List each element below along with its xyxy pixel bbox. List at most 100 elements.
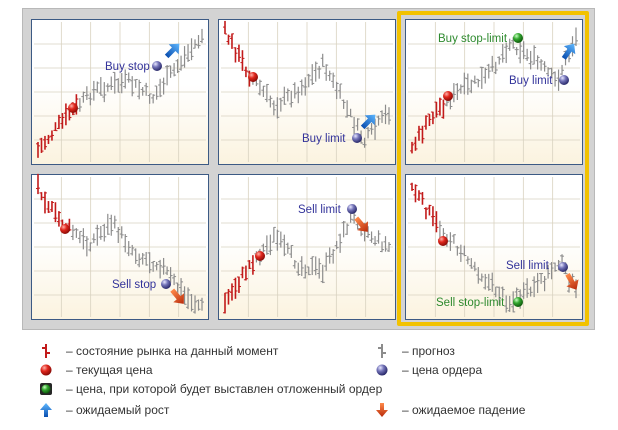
legend-item-forecast: – прогноз bbox=[374, 342, 455, 360]
forecast-bar bbox=[490, 55, 495, 72]
forecast-bar bbox=[77, 230, 82, 244]
forecast-bar bbox=[313, 61, 318, 82]
forecast-bar bbox=[182, 46, 187, 68]
forecast-bar bbox=[98, 77, 103, 96]
order-label: Sell limit bbox=[506, 260, 550, 272]
history-bar-icon bbox=[38, 343, 54, 359]
trigger-label: Buy stop-limit bbox=[438, 33, 508, 45]
trigger-price-icon bbox=[38, 381, 54, 397]
buy-stop-limit-chart: Buy stop-limit Buy limit bbox=[408, 22, 580, 162]
forecast-bar bbox=[91, 80, 96, 101]
legend-item-rise: – ожидаемый рост bbox=[38, 401, 169, 419]
history-bar bbox=[42, 135, 47, 150]
sell-limit-chart: Sell limit bbox=[221, 177, 393, 317]
history-bar bbox=[60, 113, 65, 129]
forecast-bar bbox=[380, 241, 385, 253]
forecast-bar bbox=[535, 55, 540, 70]
forecast-bar bbox=[320, 53, 325, 67]
history-bar bbox=[46, 134, 51, 144]
forecast-bar bbox=[479, 66, 484, 89]
forecast-bar bbox=[310, 256, 315, 276]
forecast-bar bbox=[84, 236, 89, 257]
forecast-bar bbox=[532, 276, 537, 298]
forecast-bar bbox=[539, 273, 544, 284]
chart-grid bbox=[221, 177, 393, 317]
history-bar bbox=[56, 114, 61, 130]
forecast-bar bbox=[161, 77, 166, 95]
forecast-bar bbox=[268, 95, 273, 108]
forecast-bar bbox=[479, 273, 484, 282]
current-price-icon bbox=[38, 362, 54, 378]
order-label: Buy stop bbox=[105, 61, 150, 73]
forecast-bar bbox=[469, 258, 474, 269]
forecast-bar bbox=[542, 61, 547, 72]
forecast-bar bbox=[193, 39, 198, 49]
forecast-bar bbox=[123, 234, 128, 253]
history-bar bbox=[36, 173, 40, 195]
history-bar bbox=[243, 265, 248, 281]
history-bar bbox=[53, 202, 58, 223]
forecast-bar bbox=[549, 262, 554, 280]
fall-arrow-icon bbox=[170, 288, 185, 304]
forecast-bar bbox=[366, 226, 371, 238]
history-bar bbox=[229, 33, 234, 49]
forecast-bar bbox=[175, 59, 180, 74]
history-bar bbox=[46, 201, 51, 213]
history-bar bbox=[410, 182, 414, 191]
forecast-bar bbox=[126, 241, 131, 257]
forecast-bar bbox=[338, 233, 343, 253]
history-bar bbox=[410, 141, 414, 154]
current-price-marker bbox=[443, 91, 453, 101]
forecast-bar bbox=[345, 100, 350, 118]
forecast-bar bbox=[189, 294, 194, 312]
forecast-bar bbox=[130, 244, 135, 256]
forecast-bar bbox=[549, 67, 554, 78]
forecast-bar bbox=[172, 273, 177, 286]
forecast-bar bbox=[507, 38, 512, 51]
history-bar bbox=[250, 255, 255, 275]
forecast-bar bbox=[189, 38, 194, 61]
forecast-bar bbox=[268, 234, 273, 256]
forecast-bar bbox=[355, 118, 360, 131]
order-price-marker bbox=[152, 61, 162, 71]
forecast-bar bbox=[369, 231, 374, 243]
order-price-marker bbox=[161, 279, 171, 289]
order-price-marker bbox=[352, 133, 362, 143]
fall-arrow-icon bbox=[565, 272, 579, 290]
forecast-bar bbox=[303, 264, 308, 279]
price-bars bbox=[36, 173, 204, 314]
forecast-bar bbox=[88, 242, 93, 252]
price-bars bbox=[223, 204, 391, 314]
forecast-bar bbox=[376, 115, 381, 126]
forecast-bar bbox=[486, 273, 491, 291]
forecast-bar bbox=[275, 229, 280, 251]
forecast-bar bbox=[91, 233, 96, 244]
legend-item-trigger-price: – цена, при которой будет выставлен отло… bbox=[38, 380, 382, 398]
forecast-bar bbox=[95, 81, 100, 93]
forecast-bar bbox=[362, 137, 367, 148]
history-bar bbox=[229, 283, 234, 301]
forecast-bar bbox=[154, 85, 159, 100]
panel-sell-stop-limit: Sell stop-limit Sell limit bbox=[405, 174, 583, 320]
history-bar bbox=[226, 34, 231, 45]
history-bar bbox=[430, 206, 435, 227]
forecast-bar bbox=[98, 226, 103, 240]
current-price-marker bbox=[248, 72, 258, 82]
forecast-bar bbox=[310, 64, 315, 86]
forecast-bar bbox=[306, 73, 311, 88]
forecast-bar bbox=[521, 282, 526, 299]
forecast-bar bbox=[172, 63, 177, 77]
forecast-bar bbox=[165, 266, 170, 276]
forecast-bar bbox=[137, 79, 142, 100]
history-bar bbox=[243, 66, 248, 78]
forecast-bar bbox=[116, 78, 121, 93]
forecast-bar bbox=[257, 79, 262, 96]
forecast-bar bbox=[528, 286, 533, 297]
forecast-bar bbox=[518, 41, 523, 64]
forecast-bar bbox=[119, 73, 124, 94]
forecast-bar bbox=[182, 286, 187, 305]
forecast-bar bbox=[151, 260, 156, 272]
panel-buy-stop: Buy stop bbox=[31, 19, 209, 165]
forecast-bar bbox=[112, 215, 117, 229]
history-bar bbox=[420, 125, 425, 144]
